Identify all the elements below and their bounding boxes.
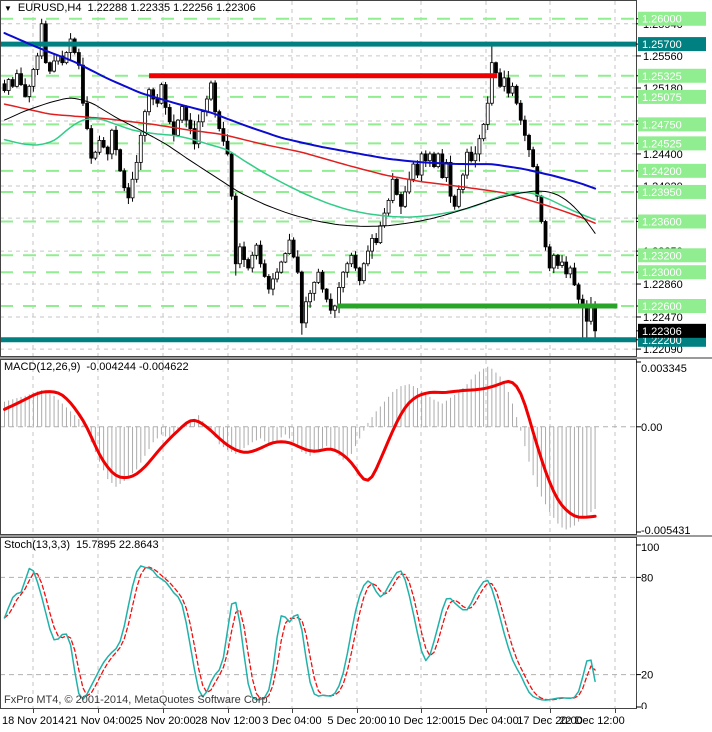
level-price-label: 1.25075: [642, 92, 682, 104]
price-grid-label: 1.25560: [643, 51, 683, 63]
time-label: 10 Dec 12:00: [388, 715, 454, 727]
macd-chart-surface[interactable]: 0.003345 0.00 -0.005431: [0, 359, 712, 535]
price-axis: 1.259401.255601.251801.247901.244001.240…: [636, 11, 706, 356]
trend-levels: [0, 41, 636, 343]
current-price-label: 1.22306: [642, 326, 682, 338]
time-tick: [292, 709, 293, 713]
stoch-axis-label: 80: [641, 572, 653, 584]
time-tick: [421, 709, 422, 713]
symbol-dropdown-icon[interactable]: ▼: [4, 4, 12, 13]
stoch-k-line: [3, 565, 596, 701]
time-tick: [163, 709, 164, 713]
stoch-d-line: [3, 566, 596, 701]
time-label: 5 Dec 20:00: [327, 715, 387, 727]
panel-separator[interactable]: [0, 535, 712, 537]
stochastic-chart-surface[interactable]: 100 80 20 0: [0, 537, 712, 709]
time-tick: [550, 709, 551, 713]
macd-panel[interactable]: 0.003345 0.00 -0.005431 MACD(12,26,9) -0.0…: [0, 359, 712, 535]
grid: [0, 1, 636, 356]
level-price-label: 1.23200: [642, 250, 682, 262]
time-label: 3 Dec 04:00: [262, 715, 322, 727]
level-price-label: 1.23600: [642, 217, 682, 229]
ma-red: [3, 103, 596, 224]
level-price-label: 1.26000: [642, 14, 682, 26]
ma-black: [4, 97, 596, 234]
level-price-label: 1.23950: [642, 187, 682, 199]
time-label: 22 Dec 12:00: [559, 715, 625, 727]
time-label: 17 Dec 20:00: [517, 715, 583, 727]
price-chart-panel[interactable]: 1.259401.255601.251801.247901.244001.240…: [0, 0, 712, 357]
level-price-label: 1.24200: [642, 166, 682, 178]
price-grid-label: 1.22860: [643, 279, 683, 291]
level-price-label: 1.22600: [642, 301, 682, 313]
grid: [0, 360, 636, 534]
stochastic-panel[interactable]: 100 80 20 0 Stoch(13,3,3) 15.7895 22.8643 F…: [0, 537, 712, 709]
level-price-label: 1.25325: [642, 71, 682, 83]
macd-signal-line: [3, 380, 597, 519]
time-label: 18 Nov 2014: [2, 715, 65, 727]
time-label: 25 Nov 20:00: [130, 715, 196, 727]
ma-blue: [3, 32, 597, 190]
stoch-axis-label: 20: [641, 670, 653, 682]
macd-axis: 0.003345 0.00 -0.005431: [636, 361, 691, 535]
time-tick: [98, 709, 99, 713]
stoch-axis-label: 100: [641, 542, 659, 554]
teal-level-price-label: 1.25700: [642, 39, 682, 51]
panel-separator[interactable]: [0, 357, 712, 359]
grid: [0, 538, 636, 708]
stoch-axis-label: 0: [641, 701, 647, 709]
macd-axis-label: -0.005431: [641, 525, 691, 535]
level-price-label: 1.24525: [642, 138, 682, 150]
time-label: 15 Dec 04:00: [453, 715, 519, 727]
support-resistance-levels: [0, 17, 636, 307]
moving-averages: [3, 32, 597, 234]
time-axis[interactable]: 18 Nov 2014 21 Nov 04:00 25 Nov 20:00 28 No…: [0, 709, 712, 732]
time-tick: [33, 709, 34, 713]
price-grid-label: 1.22470: [643, 312, 683, 324]
time-tick: [615, 709, 616, 713]
time-tick: [486, 709, 487, 713]
level-price-label: 1.23000: [642, 267, 682, 279]
ma-green: [3, 118, 596, 221]
level-price-label: 1.24750: [642, 119, 682, 131]
price-grid-label: 1.24400: [643, 149, 683, 161]
candles: [2, 18, 597, 342]
time-label: 21 Nov 04:00: [65, 715, 131, 727]
price-grid-label: 1.22090: [643, 344, 683, 356]
time-tick: [228, 709, 229, 713]
price-chart-surface[interactable]: 1.259401.255601.251801.247901.244001.240…: [0, 0, 712, 357]
time-label: 28 Nov 12:00: [195, 715, 261, 727]
stoch-axis: 100 80 20 0: [636, 542, 659, 709]
time-tick: [357, 709, 358, 713]
macd-axis-label: 0.00: [641, 422, 662, 434]
macd-axis-label: 0.003345: [641, 363, 687, 375]
